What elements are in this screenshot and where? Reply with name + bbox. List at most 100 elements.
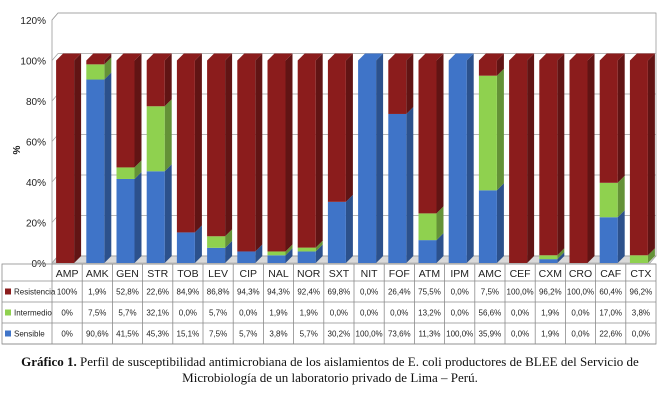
x-tick-label: AMC bbox=[478, 268, 502, 280]
bar-segment-resistencia bbox=[478, 60, 497, 76]
bar-segment-resistencia bbox=[237, 60, 256, 252]
data-label: 84,9% bbox=[177, 288, 200, 297]
bar-side-resistencia bbox=[345, 53, 353, 202]
x-tick-label: CXM bbox=[539, 268, 562, 280]
data-label: 7,5% bbox=[88, 309, 106, 318]
x-tick-label: ATM bbox=[419, 268, 440, 280]
bar-segment-sensible bbox=[478, 190, 497, 263]
x-tick-label: CRO bbox=[569, 268, 592, 280]
bar-segment-intermedio bbox=[599, 182, 618, 218]
data-label: 7,5% bbox=[481, 288, 499, 297]
x-tick-label: CTX bbox=[630, 268, 651, 280]
bar-segment-sensible bbox=[116, 178, 135, 263]
data-label: 100,0% bbox=[567, 288, 594, 297]
bar-side-resistencia bbox=[194, 53, 202, 233]
bar-top bbox=[176, 53, 202, 61]
bar-segment-resistencia bbox=[629, 60, 648, 256]
bar-side-sensible bbox=[315, 244, 323, 263]
bar-segment-intermedio bbox=[539, 255, 558, 260]
bar-top bbox=[448, 53, 474, 61]
bar-segment-intermedio bbox=[297, 247, 316, 252]
bar-segment-intermedio bbox=[86, 64, 105, 80]
bar-segment-intermedio bbox=[116, 167, 135, 179]
bar-side-intermedio bbox=[285, 244, 293, 256]
bar-segment-sensible bbox=[448, 60, 467, 263]
data-label: 56,6% bbox=[479, 309, 502, 318]
bar-segment-intermedio bbox=[478, 75, 497, 191]
bar-segment-resistencia bbox=[418, 60, 437, 214]
data-label: 73,6% bbox=[388, 330, 411, 339]
y-tick-label: 40% bbox=[26, 178, 46, 189]
x-tick-label: CIP bbox=[240, 268, 258, 280]
data-label: 0,0% bbox=[451, 309, 469, 318]
legend-label-intermedio: Intermedio bbox=[14, 309, 52, 318]
data-label: 52,8% bbox=[116, 288, 139, 297]
bar-segment-resistencia bbox=[509, 60, 528, 263]
data-label: 100,0% bbox=[356, 330, 383, 339]
data-label: 15,1% bbox=[177, 330, 200, 339]
figure-caption: Gráfico 1. Perfil de susceptibilidad ant… bbox=[2, 354, 658, 386]
bar-side-intermedio bbox=[315, 240, 323, 252]
bar-side-resistencia bbox=[527, 53, 535, 263]
bar-top bbox=[358, 53, 384, 61]
data-label: 0,0% bbox=[360, 309, 378, 318]
data-label: 32,1% bbox=[146, 309, 169, 318]
y-tick-label: 80% bbox=[26, 97, 46, 108]
data-label: 0,0% bbox=[571, 330, 589, 339]
bar-side-sensible bbox=[255, 244, 263, 263]
data-label: 22,6% bbox=[599, 330, 622, 339]
bar-side-sensible bbox=[406, 106, 414, 264]
data-label: 45,3% bbox=[146, 330, 169, 339]
data-label: 3,8% bbox=[269, 330, 287, 339]
bar-segment-intermedio bbox=[267, 251, 286, 256]
data-label: 0,0% bbox=[239, 309, 257, 318]
data-label: 100,0% bbox=[507, 288, 534, 297]
bar-top bbox=[629, 53, 655, 61]
bar-side-intermedio bbox=[164, 99, 172, 172]
data-label: 0,0% bbox=[511, 309, 529, 318]
y-tick-label: 0% bbox=[32, 259, 47, 270]
bar-segment-sensible bbox=[207, 247, 226, 263]
data-label: 13,2% bbox=[418, 309, 441, 318]
bar-side-intermedio bbox=[496, 68, 504, 191]
bar-segment-intermedio bbox=[629, 255, 648, 263]
bar-side-resistencia bbox=[315, 53, 323, 248]
bar-side-intermedio bbox=[134, 160, 142, 179]
y-tick-label: 20% bbox=[26, 219, 46, 230]
bar-segment-sensible bbox=[418, 240, 437, 263]
bar-side-sensible bbox=[436, 233, 444, 263]
bar-segment-sensible bbox=[86, 79, 105, 263]
bar-side-sensible bbox=[376, 53, 384, 263]
bar-segment-sensible bbox=[267, 255, 286, 263]
bar-side-intermedio bbox=[436, 206, 444, 241]
data-label: 3,8% bbox=[632, 309, 650, 318]
bar-side-resistencia bbox=[647, 53, 655, 256]
caption-label: Gráfico 1. bbox=[21, 354, 77, 369]
bar-side-resistencia bbox=[225, 53, 233, 237]
legend-key-resistencia bbox=[5, 288, 11, 295]
x-tick-label: GEN bbox=[116, 268, 139, 280]
bar-top bbox=[478, 53, 504, 61]
data-label: 17,0% bbox=[599, 309, 622, 318]
x-tick-label: FOF bbox=[389, 268, 410, 280]
bar-side-sensible bbox=[557, 252, 565, 263]
data-label: 60,4% bbox=[599, 288, 622, 297]
data-label: 1,9% bbox=[541, 330, 559, 339]
data-label: 86,8% bbox=[207, 288, 230, 297]
data-label: 35,9% bbox=[479, 330, 502, 339]
bar-side-resistencia bbox=[496, 53, 504, 76]
bar-side-resistencia bbox=[285, 53, 293, 252]
bar-segment-sensible bbox=[327, 201, 346, 263]
data-label: 0,0% bbox=[179, 309, 197, 318]
legend-key-sensible bbox=[5, 330, 11, 337]
bar-side-intermedio bbox=[225, 229, 233, 248]
gridline-diagonal bbox=[51, 12, 59, 21]
data-label: 30,2% bbox=[328, 330, 351, 339]
bar-segment-sensible bbox=[146, 171, 165, 263]
bar-side-sensible bbox=[345, 194, 353, 263]
bar-side-resistencia bbox=[436, 53, 444, 214]
data-label: 22,6% bbox=[146, 288, 169, 297]
x-tick-label: TOB bbox=[177, 268, 198, 280]
data-label: 96,2% bbox=[539, 288, 562, 297]
legend-label-sensible: Sensible bbox=[14, 330, 45, 339]
